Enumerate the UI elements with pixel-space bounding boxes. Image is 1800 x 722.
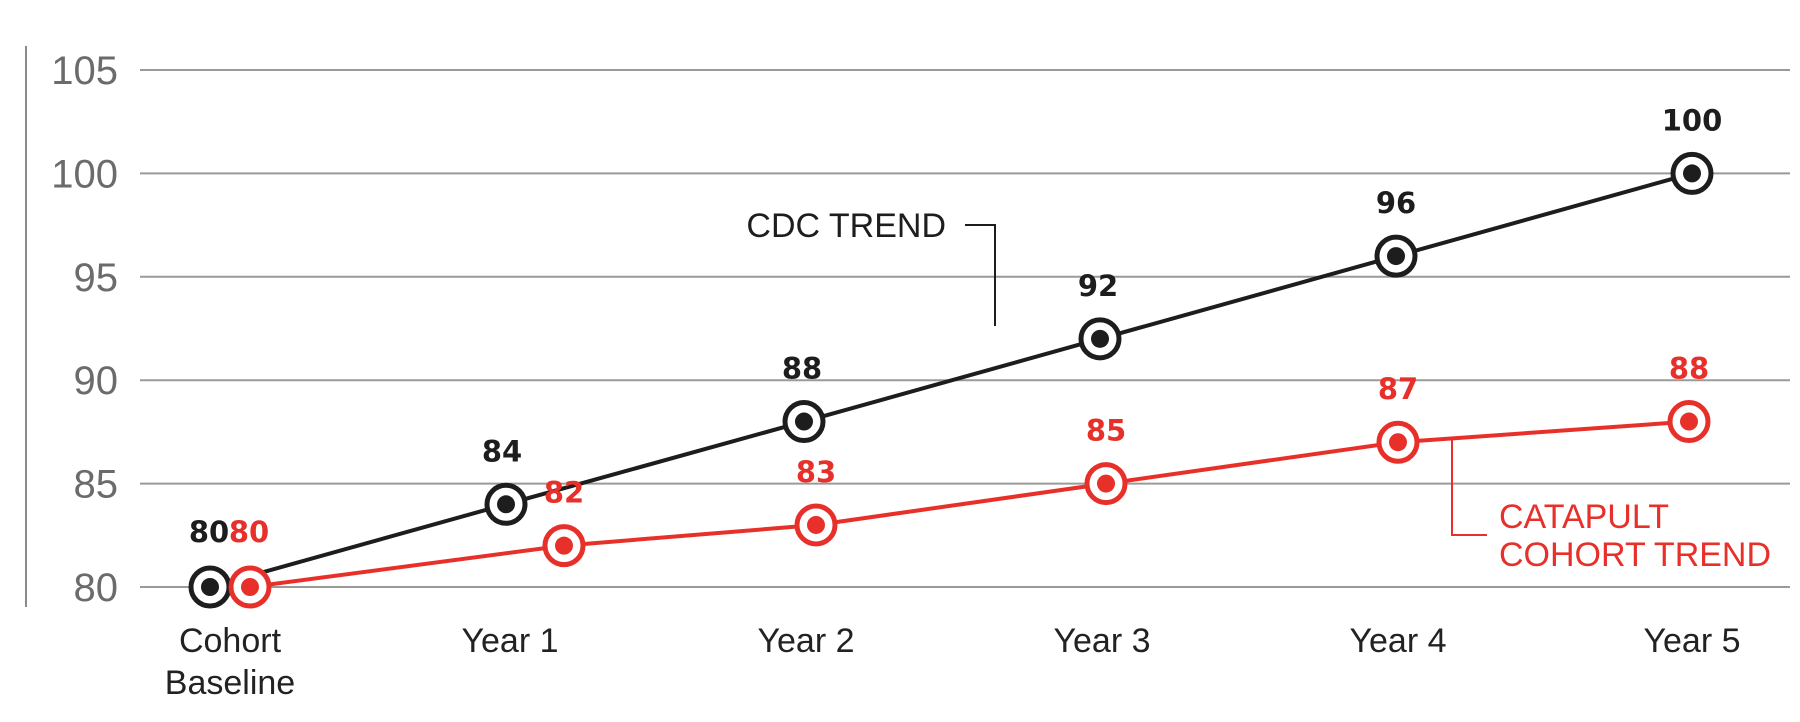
data-label: 100 bbox=[1662, 103, 1723, 137]
data-point-marker bbox=[1078, 317, 1122, 361]
y-tick-label-85: 85 bbox=[74, 463, 119, 507]
data-label: 88 bbox=[782, 352, 822, 386]
data-label: 88 bbox=[1669, 352, 1709, 386]
data-label: 83 bbox=[796, 455, 836, 489]
data-label: 85 bbox=[1086, 414, 1126, 448]
data-point-marker bbox=[1670, 151, 1714, 195]
series-label-catapult: CATAPULT COHORT TREND bbox=[1499, 498, 1771, 574]
series-label-cdc: CDC TREND bbox=[746, 207, 946, 245]
y-tick-label-90: 90 bbox=[74, 359, 119, 403]
series-line-cdc bbox=[209, 171, 1693, 589]
data-label: 80 bbox=[189, 515, 229, 549]
x-category-label: Year 4 bbox=[1349, 622, 1446, 660]
x-category-label: Cohort Baseline bbox=[165, 622, 295, 702]
y-tick-label-100: 100 bbox=[51, 152, 118, 196]
x-category-label: Year 3 bbox=[1053, 622, 1150, 660]
cdc-leader-line bbox=[965, 224, 996, 326]
data-point-marker bbox=[484, 482, 528, 526]
data-point-marker bbox=[782, 400, 826, 444]
data-point-marker bbox=[228, 565, 272, 609]
data-point-marker bbox=[1084, 462, 1128, 506]
data-point-marker bbox=[1667, 400, 1711, 444]
data-point-marker bbox=[188, 565, 232, 609]
data-point-marker bbox=[1376, 420, 1420, 464]
x-category-label: Year 1 bbox=[461, 622, 558, 660]
data-point-marker bbox=[542, 524, 586, 568]
y-tick-label-80: 80 bbox=[74, 566, 119, 610]
x-category-label: Year 5 bbox=[1643, 622, 1740, 660]
data-label: 96 bbox=[1376, 186, 1416, 220]
data-label: 80 bbox=[229, 515, 269, 549]
data-label: 92 bbox=[1078, 269, 1118, 303]
y-tick-label-95: 95 bbox=[74, 256, 119, 300]
x-category-label: Year 2 bbox=[757, 622, 854, 660]
series-line-catapult bbox=[249, 419, 1690, 589]
data-label: 87 bbox=[1378, 372, 1418, 406]
data-label: 82 bbox=[544, 476, 584, 510]
data-point-marker bbox=[794, 503, 838, 547]
data-point-marker bbox=[1374, 234, 1418, 278]
data-label: 84 bbox=[482, 434, 522, 468]
catapult-leader-line bbox=[1451, 437, 1487, 536]
y-tick-label-105: 105 bbox=[51, 49, 118, 93]
